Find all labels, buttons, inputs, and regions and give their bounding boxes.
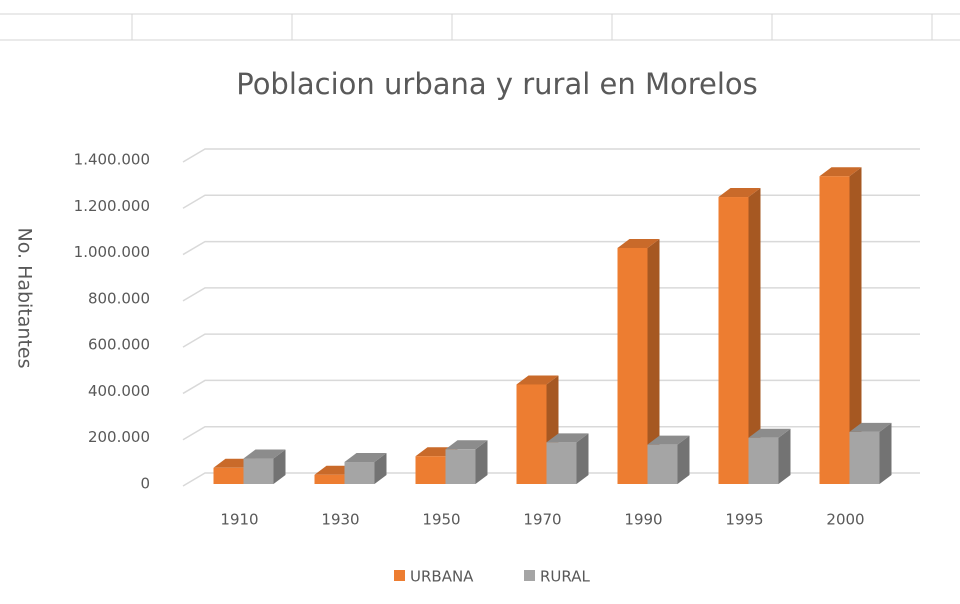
- grid-line: [182, 240, 920, 256]
- bar-top: [445, 440, 488, 450]
- bar: [617, 247, 648, 484]
- bar-side: [879, 422, 892, 484]
- bar-side: [576, 433, 589, 484]
- y-axis-title: No. Habitantes: [14, 227, 36, 368]
- bar-top: [546, 433, 589, 443]
- x-tick-label: 1910: [220, 511, 258, 529]
- x-tick-label: 1995: [725, 511, 763, 529]
- grid-line: [182, 194, 920, 209]
- bar: [344, 462, 375, 484]
- bar: [213, 467, 244, 484]
- bar-top: [748, 428, 791, 438]
- bar-side: [849, 167, 862, 484]
- bar-side: [677, 435, 690, 484]
- bar-side: [475, 440, 488, 484]
- bar-side: [748, 188, 761, 484]
- legend-swatch: [524, 570, 535, 581]
- bar: [819, 176, 850, 484]
- bar-top: [849, 422, 892, 432]
- bar-top: [647, 435, 690, 445]
- bar-top: [243, 449, 286, 459]
- x-tick-label: 1970: [523, 511, 561, 529]
- y-tick-label: 1.400.000: [74, 151, 150, 169]
- grid-line: [182, 333, 920, 348]
- bar: [849, 431, 880, 484]
- bar-top: [617, 238, 660, 248]
- bar-top: [819, 167, 862, 177]
- bar: [415, 456, 446, 484]
- bar-side: [374, 453, 387, 484]
- bar: [516, 384, 547, 484]
- grid-line: [182, 148, 920, 163]
- legend-label: URBANA: [410, 568, 474, 586]
- y-tick-label: 800.000: [88, 289, 150, 307]
- bar-top: [344, 453, 387, 463]
- bar: [647, 444, 678, 484]
- grid-line: [182, 287, 920, 302]
- bar: [243, 458, 274, 484]
- y-tick-label: 1.000.000: [74, 243, 150, 261]
- y-tick-label: 600.000: [88, 336, 150, 354]
- grid-line: [182, 425, 920, 441]
- bar: [314, 474, 345, 484]
- legend-swatch: [394, 570, 405, 581]
- bar-side: [778, 428, 791, 484]
- chart-title: Poblacion urbana y rural en Morelos: [236, 67, 758, 101]
- legend-label: RURAL: [540, 568, 590, 586]
- sheet-grid: [0, 13, 960, 41]
- bar-top: [516, 375, 559, 385]
- bar: [718, 197, 749, 484]
- y-tick-label: 400.000: [88, 382, 150, 400]
- x-tick-label: 1930: [321, 511, 359, 529]
- bar-side: [273, 449, 286, 484]
- x-tick-label: 1990: [624, 511, 662, 529]
- y-tick-label: 200.000: [88, 428, 150, 446]
- grid-line: [182, 379, 920, 395]
- y-tick-label: 1.200.000: [74, 197, 150, 215]
- bar: [546, 442, 577, 484]
- x-tick-label: 2000: [826, 511, 864, 529]
- bar: [445, 449, 476, 484]
- x-tick-label: 1950: [422, 511, 460, 529]
- bar-top: [718, 188, 761, 198]
- bar: [748, 437, 779, 484]
- y-tick-label: 0: [140, 475, 150, 493]
- bar-side: [647, 238, 660, 484]
